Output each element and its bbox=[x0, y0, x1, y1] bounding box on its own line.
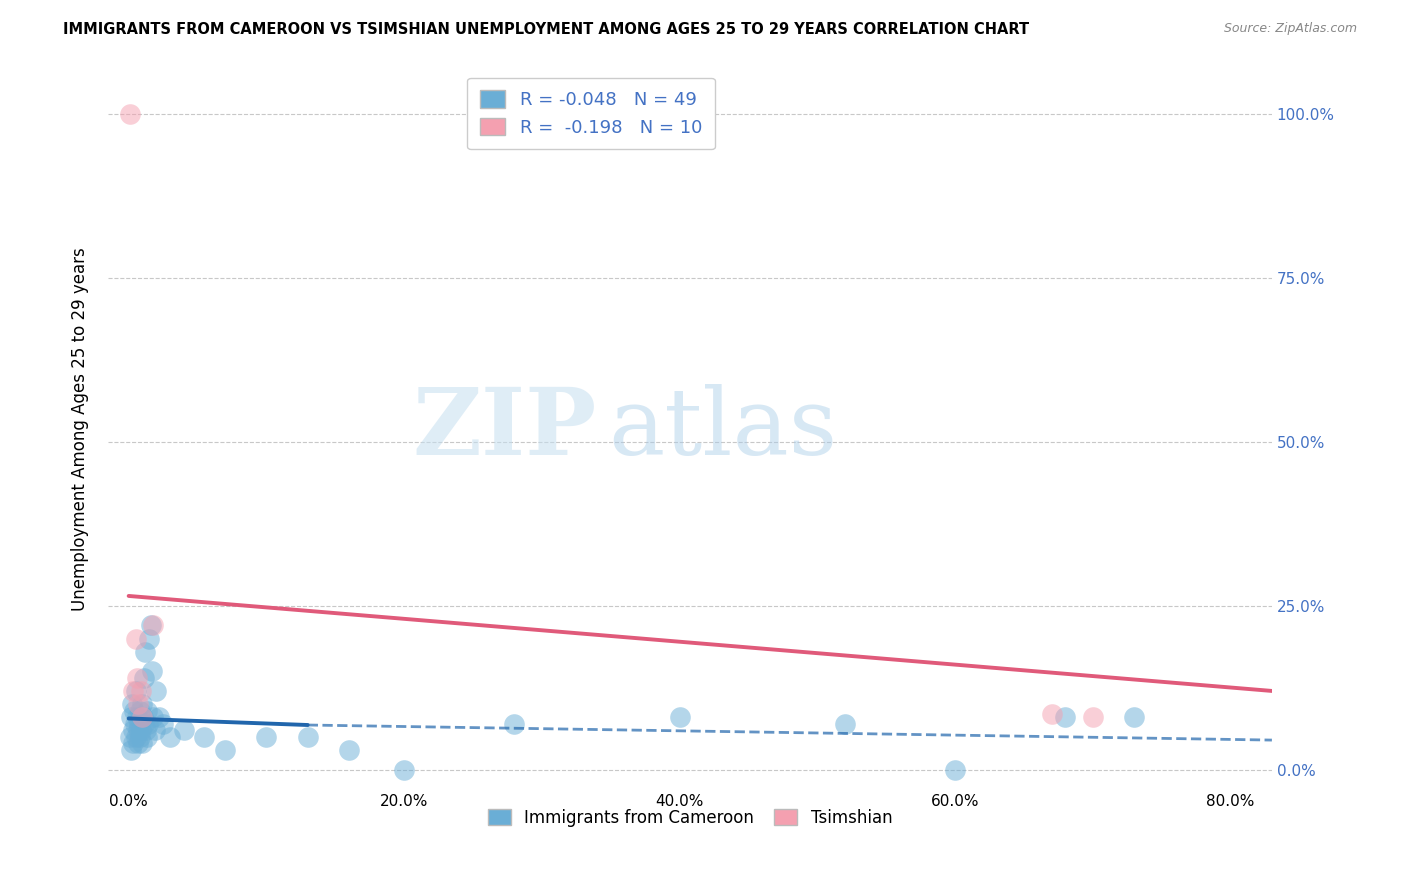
Point bbox=[122, 704, 145, 718]
Point bbox=[125, 671, 148, 685]
Text: ZIP: ZIP bbox=[412, 384, 596, 474]
Point bbox=[159, 730, 181, 744]
Y-axis label: Unemployment Among Ages 25 to 29 years: Unemployment Among Ages 25 to 29 years bbox=[72, 247, 89, 611]
Point bbox=[254, 730, 277, 744]
Point bbox=[834, 716, 856, 731]
Point bbox=[139, 618, 162, 632]
Point bbox=[134, 645, 156, 659]
Point bbox=[129, 730, 152, 744]
Point bbox=[152, 716, 174, 731]
Point bbox=[129, 684, 152, 698]
Point bbox=[120, 710, 142, 724]
Point bbox=[121, 723, 143, 738]
Point bbox=[134, 716, 156, 731]
Point bbox=[118, 730, 141, 744]
Point bbox=[143, 723, 166, 738]
Point bbox=[392, 763, 415, 777]
Point bbox=[127, 697, 149, 711]
Point bbox=[1040, 706, 1063, 721]
Point bbox=[125, 710, 148, 724]
Point bbox=[124, 716, 146, 731]
Point bbox=[129, 723, 152, 738]
Point bbox=[135, 723, 157, 738]
Point bbox=[132, 710, 155, 724]
Point bbox=[1123, 710, 1146, 724]
Point bbox=[121, 684, 143, 698]
Text: Source: ZipAtlas.com: Source: ZipAtlas.com bbox=[1223, 22, 1357, 36]
Point bbox=[138, 632, 160, 646]
Point bbox=[132, 671, 155, 685]
Point bbox=[128, 716, 150, 731]
Point bbox=[124, 684, 146, 698]
Point bbox=[214, 743, 236, 757]
Point bbox=[136, 716, 159, 731]
Point bbox=[142, 710, 165, 724]
Point bbox=[193, 730, 215, 744]
Point bbox=[125, 730, 148, 744]
Point bbox=[136, 704, 159, 718]
Point bbox=[127, 723, 149, 738]
Text: IMMIGRANTS FROM CAMEROON VS TSIMSHIAN UNEMPLOYMENT AMONG AGES 25 TO 29 YEARS COR: IMMIGRANTS FROM CAMEROON VS TSIMSHIAN UN… bbox=[63, 22, 1029, 37]
Text: atlas: atlas bbox=[609, 384, 838, 474]
Point bbox=[943, 763, 966, 777]
Legend: Immigrants from Cameroon, Tsimshian: Immigrants from Cameroon, Tsimshian bbox=[479, 800, 901, 835]
Point bbox=[128, 704, 150, 718]
Point bbox=[141, 665, 163, 679]
Point bbox=[337, 743, 360, 757]
Point bbox=[131, 710, 153, 724]
Point bbox=[173, 723, 195, 738]
Point bbox=[122, 736, 145, 750]
Point bbox=[120, 743, 142, 757]
Point bbox=[503, 716, 526, 731]
Point bbox=[124, 632, 146, 646]
Point bbox=[118, 107, 141, 121]
Point bbox=[145, 684, 167, 698]
Point bbox=[127, 736, 149, 750]
Point bbox=[1081, 710, 1104, 724]
Point bbox=[142, 618, 165, 632]
Point bbox=[668, 710, 690, 724]
Point bbox=[135, 730, 157, 744]
Point bbox=[131, 736, 153, 750]
Point bbox=[121, 697, 143, 711]
Point bbox=[1054, 710, 1077, 724]
Point bbox=[148, 710, 170, 724]
Point bbox=[297, 730, 319, 744]
Point bbox=[131, 697, 153, 711]
